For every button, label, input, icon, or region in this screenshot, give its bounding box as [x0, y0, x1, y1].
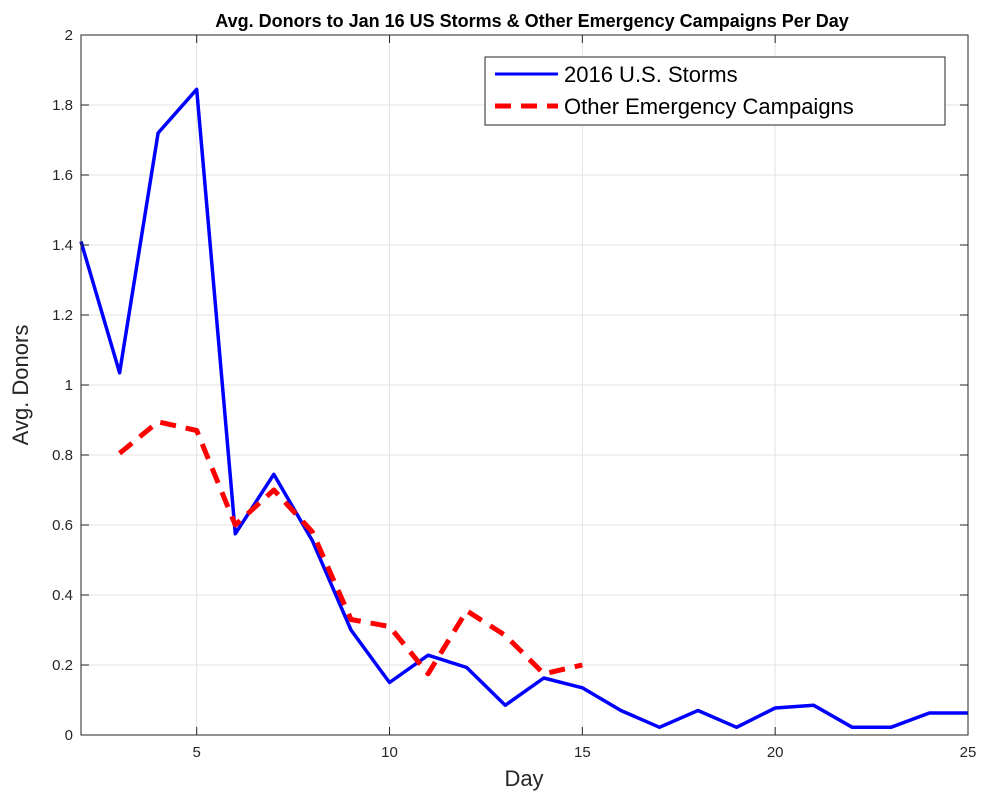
series-layer — [79, 87, 969, 730]
y-tick-label: 1.8 — [52, 97, 73, 114]
y-tick-label: 0.2 — [52, 657, 73, 674]
x-tick-label: 10 — [381, 744, 398, 761]
x-tick-label: 15 — [574, 744, 591, 761]
gridlines — [81, 34, 969, 736]
legend-label-other: Other Emergency Campaigns — [564, 94, 854, 119]
x-tick-label: 5 — [193, 744, 201, 761]
series-line-us-storms — [79, 87, 968, 730]
y-tick-label: 1 — [65, 377, 73, 394]
y-tick-label: 1.6 — [52, 167, 73, 184]
x-tick-label: 25 — [960, 744, 977, 761]
y-tick-label: 2 — [65, 27, 73, 44]
legend-label-storms: 2016 U.S. Storms — [564, 62, 738, 87]
series-line-other-emergency — [118, 419, 583, 677]
legend-box — [484, 56, 946, 126]
y-axis-label: Avg. Donors — [8, 325, 33, 446]
y-tick-label: 1.2 — [52, 307, 73, 324]
y-tick-label: 0 — [65, 727, 73, 744]
y-tick-label: 1.4 — [52, 237, 73, 254]
chart-title: Avg. Donors to Jan 16 US Storms & Other … — [215, 11, 849, 31]
legend: 2016 U.S. Storms Other Emergency Campaig… — [484, 56, 946, 126]
x-tick-label: 20 — [767, 744, 784, 761]
y-tick-label: 0.6 — [52, 517, 73, 534]
ticks-layer: 5 10 15 20 25 0 0.2 0.4 0.6 0.8 1 1.2 1.4 1.6 1.8 2 — [52, 27, 976, 761]
y-tick-label: 0.8 — [52, 447, 73, 464]
y-tick-label: 0.4 — [52, 587, 73, 604]
x-axis-label: Day — [504, 766, 543, 791]
